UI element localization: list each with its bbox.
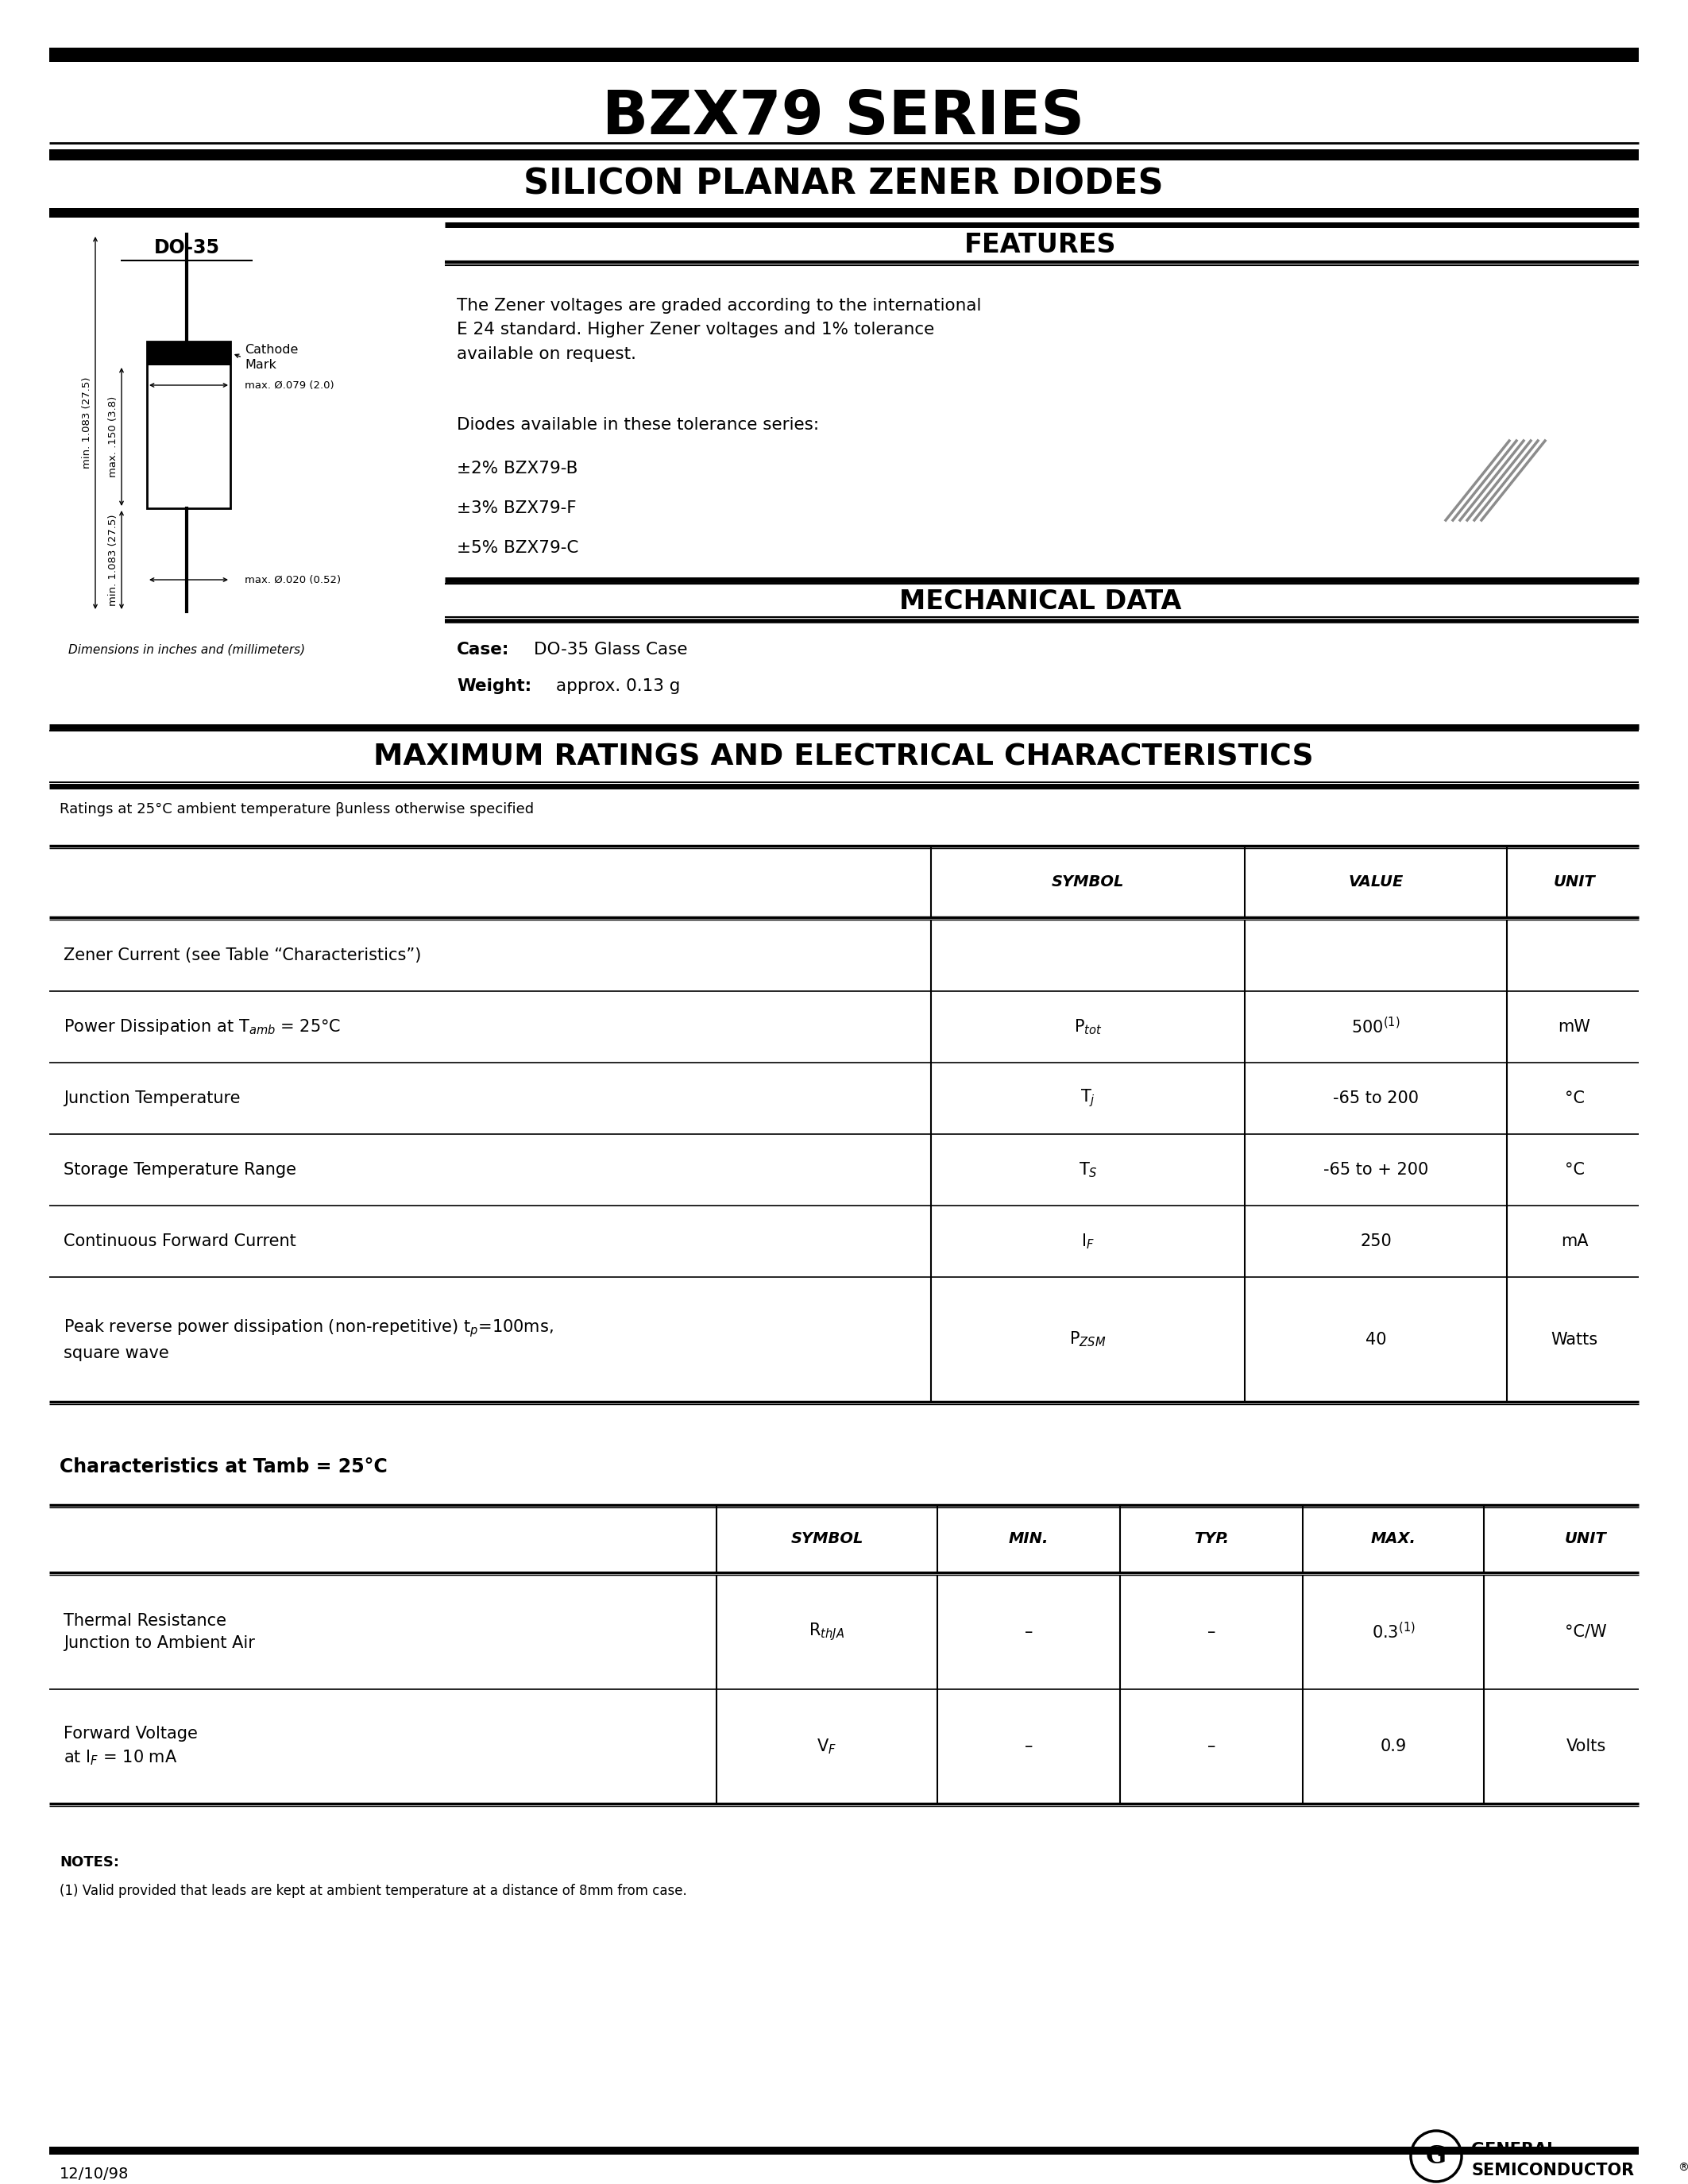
Text: approx. 0.13 g: approx. 0.13 g (555, 679, 680, 695)
Text: Peak reverse power dissipation (non-repetitive) t$_{p}$=100ms,
square wave: Peak reverse power dissipation (non-repe… (64, 1317, 554, 1361)
Text: Diodes available in these tolerance series:: Diodes available in these tolerance seri… (457, 417, 819, 432)
Bar (147, 341, 230, 509)
Text: MECHANICAL DATA: MECHANICAL DATA (900, 587, 1182, 614)
Text: –: – (1207, 1738, 1215, 1754)
Text: Cathode
Mark: Cathode Mark (245, 345, 299, 371)
Text: Power Dissipation at T$_{amb}$ = 25°C: Power Dissipation at T$_{amb}$ = 25°C (64, 1018, 341, 1037)
Text: max. Ø.079 (2.0): max. Ø.079 (2.0) (245, 380, 334, 391)
Text: Thermal Resistance
Junction to Ambient Air: Thermal Resistance Junction to Ambient A… (64, 1614, 255, 1651)
Text: Storage Temperature Range: Storage Temperature Range (64, 1162, 297, 1177)
Text: 12/10/98: 12/10/98 (59, 2167, 128, 2182)
Text: MAXIMUM RATINGS AND ELECTRICAL CHARACTERISTICS: MAXIMUM RATINGS AND ELECTRICAL CHARACTER… (373, 743, 1313, 771)
Text: T$_{j}$: T$_{j}$ (1080, 1088, 1096, 1109)
Text: 0.9: 0.9 (1381, 1738, 1406, 1754)
Text: –: – (1025, 1625, 1033, 1640)
Text: Characteristics at Tamb = 25°C: Characteristics at Tamb = 25°C (59, 1457, 388, 1476)
Text: GENERAL: GENERAL (1472, 2143, 1558, 2158)
Text: ±2% BZX79-B: ±2% BZX79-B (457, 461, 577, 476)
Text: -65 to 200: -65 to 200 (1334, 1090, 1418, 1107)
Bar (49, 207, 1639, 218)
Text: Volts: Volts (1566, 1738, 1605, 1754)
Text: 500$^{(1)}$: 500$^{(1)}$ (1352, 1018, 1401, 1037)
Text: UNIT: UNIT (1553, 874, 1595, 889)
Text: Forward Voltage
at I$_{F}$ = 10 mA: Forward Voltage at I$_{F}$ = 10 mA (64, 1725, 197, 1767)
Text: G: G (1426, 2145, 1447, 2169)
Text: ®: ® (1678, 2162, 1688, 2173)
Text: Ratings at 25°C ambient temperature βunless otherwise specified: Ratings at 25°C ambient temperature βunl… (59, 802, 533, 817)
Text: The Zener voltages are graded according to the international
E 24 standard. High: The Zener voltages are graded according … (457, 297, 981, 363)
Text: ±5% BZX79-C: ±5% BZX79-C (457, 539, 579, 557)
Text: 0.3$^{(1)}$: 0.3$^{(1)}$ (1372, 1623, 1415, 1642)
Text: –: – (1025, 1738, 1033, 1754)
Text: BZX79 SERIES: BZX79 SERIES (603, 87, 1085, 146)
Text: Zener Current (see Table “Characteristics”): Zener Current (see Table “Characteristic… (64, 948, 422, 963)
Text: FEATURES: FEATURES (964, 232, 1117, 258)
Text: VALUE: VALUE (1349, 874, 1403, 889)
Text: P$_{tot}$: P$_{tot}$ (1074, 1018, 1102, 1035)
Bar (49, 2147, 1639, 2156)
Text: Dimensions in inches and (millimeters): Dimensions in inches and (millimeters) (68, 644, 306, 655)
Text: T$_{S}$: T$_{S}$ (1079, 1160, 1097, 1179)
Text: Watts: Watts (1551, 1332, 1599, 1348)
Text: I$_{F}$: I$_{F}$ (1080, 1232, 1094, 1251)
Text: MIN.: MIN. (1009, 1531, 1048, 1546)
Text: ±3% BZX79-F: ±3% BZX79-F (457, 500, 576, 515)
Text: min. 1.083 (27.5): min. 1.083 (27.5) (81, 378, 93, 470)
Text: -65 to + 200: -65 to + 200 (1323, 1162, 1428, 1177)
Text: °C: °C (1565, 1090, 1585, 1107)
Text: SYMBOL: SYMBOL (1052, 874, 1124, 889)
Text: DO-35: DO-35 (154, 238, 219, 258)
Text: SYMBOL: SYMBOL (790, 1531, 863, 1546)
Text: DO-35 Glass Case: DO-35 Glass Case (533, 642, 687, 657)
Text: P$_{ZSM}$: P$_{ZSM}$ (1070, 1330, 1106, 1350)
Text: °C/W: °C/W (1565, 1625, 1607, 1640)
Text: max. .150 (3.8): max. .150 (3.8) (108, 395, 118, 478)
Text: TYP.: TYP. (1193, 1531, 1229, 1546)
Text: SEMICONDUCTOR: SEMICONDUCTOR (1472, 2162, 1634, 2177)
Text: –: – (1207, 1625, 1215, 1640)
Bar (49, 48, 1639, 61)
Text: MAX.: MAX. (1371, 1531, 1416, 1546)
Text: UNIT: UNIT (1565, 1531, 1607, 1546)
Bar (147, 341, 230, 365)
Text: mW: mW (1558, 1020, 1590, 1035)
Text: NOTES:: NOTES: (59, 1854, 120, 1870)
Text: (1) Valid provided that leads are kept at ambient temperature at a distance of 8: (1) Valid provided that leads are kept a… (59, 1885, 687, 1898)
Text: 250: 250 (1361, 1234, 1391, 1249)
Text: SILICON PLANAR ZENER DIODES: SILICON PLANAR ZENER DIODES (523, 168, 1163, 201)
Text: 40: 40 (1366, 1332, 1386, 1348)
Bar (49, 149, 1639, 159)
Text: max. Ø.020 (0.52): max. Ø.020 (0.52) (245, 574, 341, 585)
Text: min. 1.083 (27.5): min. 1.083 (27.5) (108, 513, 118, 605)
Text: Junction Temperature: Junction Temperature (64, 1090, 240, 1107)
Text: Continuous Forward Current: Continuous Forward Current (64, 1234, 295, 1249)
Text: °C: °C (1565, 1162, 1585, 1177)
Text: V$_{F}$: V$_{F}$ (817, 1736, 837, 1756)
Text: R$_{thJA}$: R$_{thJA}$ (809, 1621, 844, 1642)
Text: mA: mA (1561, 1234, 1588, 1249)
Text: Case:: Case: (457, 642, 510, 657)
Text: Weight:: Weight: (457, 679, 532, 695)
